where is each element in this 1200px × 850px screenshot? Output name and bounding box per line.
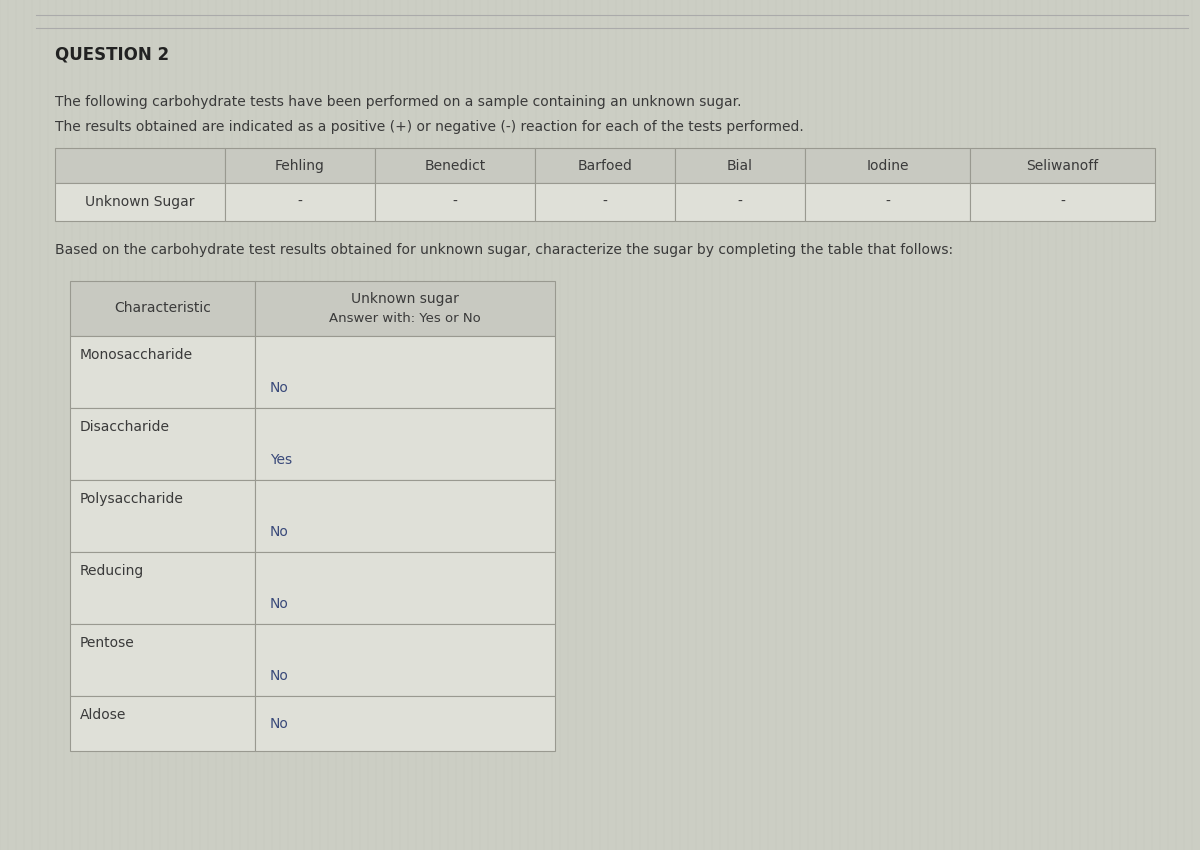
Bar (256, 336, 554, 408)
Text: No: No (270, 525, 289, 539)
Bar (226, 148, 374, 183)
Bar (674, 148, 805, 183)
Bar (374, 148, 535, 183)
Text: Monosaccharide: Monosaccharide (80, 348, 193, 362)
Text: Reducing: Reducing (80, 564, 144, 578)
Text: Aldose: Aldose (80, 708, 126, 722)
Bar (256, 552, 554, 624)
Text: Unknown sugar: Unknown sugar (352, 292, 458, 305)
Text: -: - (298, 195, 302, 209)
Text: -: - (738, 195, 743, 209)
Text: Seliwanoff: Seliwanoff (1026, 158, 1099, 173)
Text: Characteristic: Characteristic (114, 302, 211, 315)
Text: -: - (886, 195, 890, 209)
Bar (70, 624, 256, 696)
Text: No: No (270, 381, 289, 395)
Text: No: No (270, 717, 289, 730)
Text: -: - (452, 195, 457, 209)
Text: The following carbohydrate tests have been performed on a sample containing an u: The following carbohydrate tests have be… (55, 95, 742, 109)
Bar (55, 183, 226, 221)
Text: Pentose: Pentose (80, 636, 134, 650)
Text: Polysaccharide: Polysaccharide (80, 492, 184, 506)
Text: Benedict: Benedict (425, 158, 486, 173)
Text: Unknown Sugar: Unknown Sugar (85, 195, 194, 209)
Text: Barfoed: Barfoed (577, 158, 632, 173)
Bar (70, 336, 256, 408)
Bar (256, 480, 554, 552)
Bar (970, 183, 1154, 221)
Text: QUESTION 2: QUESTION 2 (55, 45, 169, 63)
Text: Bial: Bial (727, 158, 754, 173)
Bar (70, 696, 256, 751)
Bar (256, 281, 554, 336)
Bar (805, 183, 970, 221)
Bar (535, 148, 674, 183)
Text: No: No (270, 669, 289, 683)
Bar (70, 480, 256, 552)
Bar (374, 183, 535, 221)
Bar (70, 552, 256, 624)
Bar (256, 408, 554, 480)
Bar (256, 624, 554, 696)
Text: Yes: Yes (270, 453, 292, 467)
Bar (805, 148, 970, 183)
Text: No: No (270, 597, 289, 611)
Text: -: - (1060, 195, 1064, 209)
Bar (70, 408, 256, 480)
Bar (256, 696, 554, 751)
Text: Fehling: Fehling (275, 158, 325, 173)
Bar (55, 148, 226, 183)
Bar (226, 183, 374, 221)
Bar (970, 148, 1154, 183)
Bar (674, 183, 805, 221)
Bar (70, 281, 256, 336)
Text: -: - (602, 195, 607, 209)
Text: Answer with: Yes or No: Answer with: Yes or No (329, 312, 481, 325)
Text: Based on the carbohydrate test results obtained for unknown sugar, characterize : Based on the carbohydrate test results o… (55, 243, 953, 257)
Text: Iodine: Iodine (866, 158, 908, 173)
Text: The results obtained are indicated as a positive (+) or negative (-) reaction fo: The results obtained are indicated as a … (55, 120, 804, 134)
Bar (535, 183, 674, 221)
Text: Disaccharide: Disaccharide (80, 420, 170, 434)
